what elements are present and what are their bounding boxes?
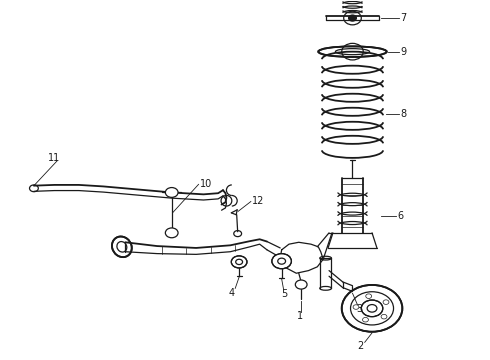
Ellipse shape — [318, 46, 387, 57]
Text: 8: 8 — [400, 109, 406, 119]
Circle shape — [165, 228, 178, 238]
Text: 1: 1 — [297, 311, 303, 321]
Polygon shape — [280, 242, 323, 273]
Text: 7: 7 — [400, 13, 406, 23]
Circle shape — [342, 285, 402, 332]
Text: 3: 3 — [356, 305, 363, 315]
Text: 11: 11 — [48, 153, 60, 163]
Circle shape — [361, 300, 383, 317]
Text: 6: 6 — [397, 211, 404, 221]
Circle shape — [165, 188, 178, 197]
Text: 10: 10 — [199, 179, 212, 189]
Circle shape — [348, 15, 356, 21]
Text: 4: 4 — [228, 288, 235, 298]
Circle shape — [272, 253, 292, 269]
Circle shape — [231, 256, 247, 268]
Ellipse shape — [112, 237, 132, 257]
Text: 2: 2 — [357, 341, 364, 351]
Text: 9: 9 — [400, 47, 406, 57]
Text: 5: 5 — [282, 289, 288, 299]
Text: 12: 12 — [252, 196, 264, 206]
Circle shape — [295, 280, 307, 289]
